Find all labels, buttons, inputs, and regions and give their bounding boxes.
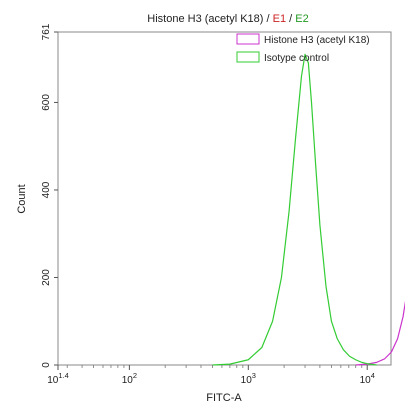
x-axis-label: FITC-A: [206, 392, 242, 404]
legend: Histone H3 (acetyl K18) Isotype control: [236, 33, 370, 64]
y-tick-label: 400: [41, 181, 52, 198]
legend-swatch-histone-h3: [236, 33, 260, 45]
y-tick-label: 200: [41, 269, 52, 286]
chart-title-separator-1: /: [263, 13, 272, 25]
chart-title-e2: E2: [295, 13, 308, 25]
chart-title: Histone H3 (acetyl K18) / E1 / E2: [147, 13, 308, 25]
y-axis-label: Count: [16, 184, 28, 213]
y-tick-label: 600: [41, 94, 52, 111]
y-tick-label: 0: [41, 362, 52, 368]
plot-area: [57, 31, 392, 366]
chart-title-separator-2: /: [286, 13, 295, 25]
series-line-histone-h3: [355, 300, 405, 366]
legend-swatch-isotype-control: [236, 51, 260, 63]
legend-label-isotype-control: Isotype control: [264, 53, 329, 64]
series-line-isotype-control: [212, 53, 377, 366]
x-tick-label: 101.4: [47, 371, 69, 386]
x-tick-label: 103: [241, 371, 256, 386]
legend-label-histone-h3: Histone H3 (acetyl K18): [264, 35, 370, 46]
x-tick-label: 104: [360, 371, 375, 386]
x-tick-label: 102: [122, 371, 137, 386]
y-tick-label: 761: [41, 23, 52, 40]
chart-title-main: Histone H3 (acetyl K18): [147, 13, 263, 25]
chart-title-e1: E1: [273, 13, 286, 25]
